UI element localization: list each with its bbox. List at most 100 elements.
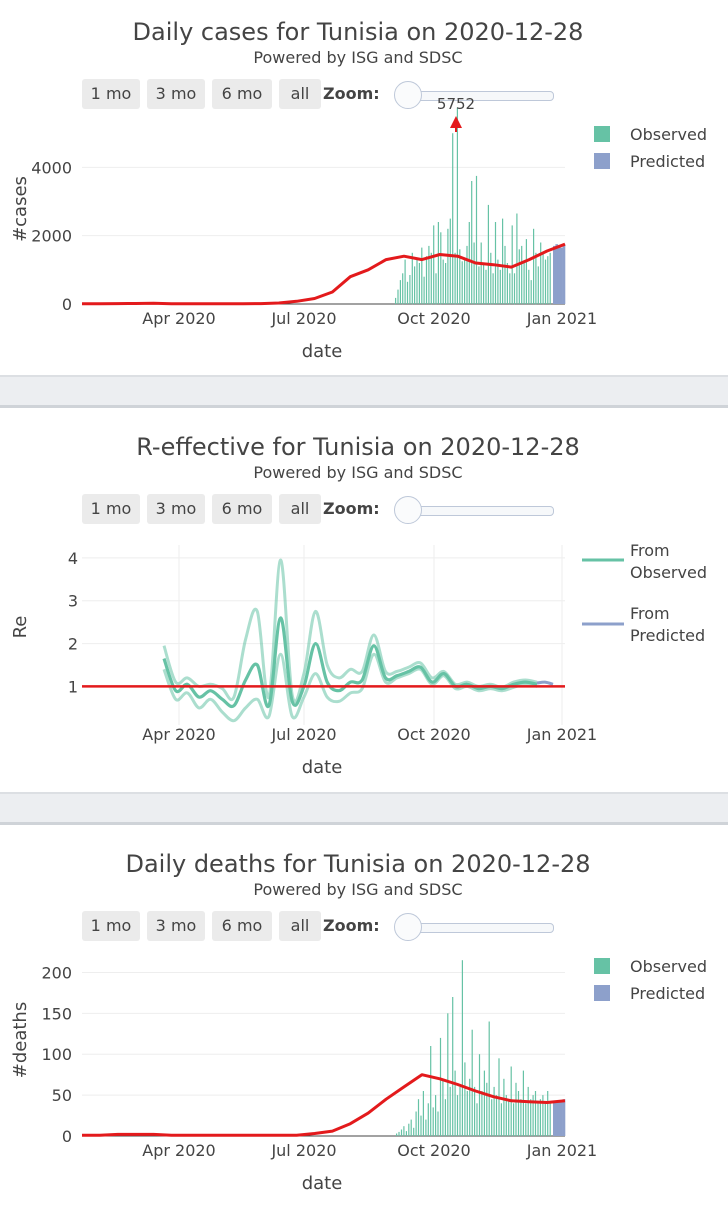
cases-zoom-label: Zoom: — [323, 84, 380, 103]
re-chart: 1 2 3 4 Apr 2020 Jul 2020 Oct 2020 Jan 2021 Fro… — [10, 541, 707, 778]
re-3mo-button[interactable]: 3 mo — [147, 494, 205, 524]
re-y-axis-label: Re — [10, 616, 31, 639]
panel-separator-1 — [0, 375, 728, 408]
deaths-observed-bar — [481, 1091, 483, 1136]
cases-observed-bar — [418, 263, 420, 304]
deaths-observed-bar — [491, 1099, 493, 1136]
re-chart-subtitle: Powered by ISG and SDSC — [253, 463, 463, 482]
deaths-trend-line — [82, 1073, 566, 1137]
cases-3mo-button[interactable]: 3 mo — [147, 79, 205, 109]
deaths-observed-bar — [539, 1099, 541, 1136]
x-tick-label: Jan 2021 — [526, 309, 597, 328]
cases-observed-bar — [421, 247, 423, 304]
deaths-zoom-slider-handle[interactable] — [394, 913, 422, 941]
cases-predicted-bar — [560, 247, 563, 304]
x-tick-label: Jan 2021 — [526, 725, 597, 744]
x-tick-label: Jan 2021 — [526, 1141, 597, 1160]
deaths-observed-bar — [422, 1091, 424, 1136]
deaths-observed-bar — [452, 997, 454, 1136]
re-observed-lower-line — [162, 652, 538, 723]
deaths-observed-bar — [403, 1126, 405, 1136]
cases-trend-line — [81, 242, 566, 306]
cases-observed-bar — [404, 259, 406, 304]
cases-observed-bar — [456, 107, 458, 304]
deaths-observed-bar — [430, 1046, 432, 1136]
cases-predicted-bar — [557, 245, 561, 304]
cases-observed-bar — [433, 225, 435, 304]
deaths-observed-bar — [425, 1119, 427, 1136]
cases-observed-bar — [492, 273, 494, 305]
cases-observed-bar — [399, 280, 401, 304]
cases-observed-bar — [435, 273, 437, 305]
cases-predicted-bar — [562, 244, 566, 304]
deaths-observed-bar — [413, 1127, 415, 1136]
cases-legend-predicted-label: Predicted — [630, 152, 705, 171]
re-y-tick-label: 3 — [68, 592, 78, 611]
cases-observed-bar — [499, 269, 501, 304]
deaths-y-tick-label: 100 — [41, 1045, 72, 1064]
deaths-predicted-bar — [560, 1102, 563, 1136]
deaths-observed-bar — [493, 1086, 495, 1136]
cases-observed-bar — [423, 276, 425, 304]
cases-observed-bar — [509, 273, 511, 305]
cases-observed-bar — [530, 280, 532, 304]
cases-observed-bar — [442, 259, 444, 304]
deaths-observed-bar — [398, 1131, 400, 1136]
deaths-1mo-button[interactable]: 1 mo — [82, 911, 140, 941]
cases-predicted-bar — [553, 245, 556, 304]
cases-observed-bar — [397, 289, 399, 304]
deaths-observed-bar — [474, 1086, 476, 1136]
cases-observed-bar — [497, 259, 499, 304]
re-1mo-button[interactable]: 1 mo — [82, 494, 140, 524]
cases-observed-bar — [466, 245, 468, 304]
x-tick-label: Jul 2020 — [270, 1141, 336, 1160]
re-all-button[interactable]: all — [279, 494, 321, 524]
deaths-all-button[interactable]: all — [279, 911, 321, 941]
re-legend-predicted-label: Predicted — [630, 626, 705, 645]
cases-observed-bar — [549, 252, 551, 305]
deaths-observed-bar — [522, 1070, 524, 1136]
cases-observed-bar — [428, 245, 430, 304]
deaths-y-tick-label: 50 — [52, 1086, 72, 1105]
deaths-observed-bar — [534, 1091, 537, 1136]
cases-observed-bar — [547, 256, 549, 304]
deaths-legend-observed-swatch — [594, 958, 610, 974]
deaths-y-tick-label: 150 — [41, 1004, 72, 1023]
cases-zoom-slider-handle[interactable] — [394, 81, 422, 109]
cases-observed-bar — [487, 204, 489, 304]
deaths-observed-bar — [488, 1021, 490, 1136]
cases-observed-bar — [521, 245, 523, 304]
cases-observed-bar — [452, 133, 454, 304]
cases-observed-bar — [473, 242, 475, 304]
deaths-predicted-bar — [562, 1099, 566, 1136]
deaths-observed-bar — [420, 1115, 422, 1136]
deaths-chart-title: Daily deaths for Tunisia on 2020-12-28 — [125, 850, 591, 878]
re-y-tick-label: 2 — [68, 635, 78, 654]
deaths-observed-bar — [486, 1082, 488, 1136]
x-tick-label: Oct 2020 — [397, 309, 470, 328]
re-zoom-slider-handle[interactable] — [394, 496, 422, 524]
deaths-observed-bar — [532, 1095, 534, 1136]
cases-observed-bar — [411, 252, 413, 305]
cases-observed-bar — [402, 273, 404, 305]
deaths-observed-bar — [405, 1131, 407, 1136]
re-6mo-button[interactable]: 6 mo — [212, 494, 272, 524]
cases-observed-bar — [449, 218, 451, 304]
x-tick-label: Oct 2020 — [397, 725, 470, 744]
cases-6mo-button[interactable]: 6 mo — [212, 79, 272, 109]
deaths-6mo-button[interactable]: 6 mo — [212, 911, 272, 941]
re-panel: R-effective for Tunisia on 2020-12-28 Po… — [0, 415, 728, 790]
cases-observed-bar — [430, 252, 432, 305]
deaths-observed-bar — [396, 1133, 398, 1136]
re-legend-predicted-label: From — [630, 604, 670, 623]
cases-observed-bar — [454, 252, 456, 305]
deaths-observed-bar — [527, 1086, 529, 1136]
deaths-legend-predicted-label: Predicted — [630, 984, 705, 1003]
cases-observed-bar — [416, 259, 418, 304]
deaths-observed-bar — [544, 1103, 546, 1136]
deaths-observed-bar — [437, 1111, 439, 1136]
deaths-3mo-button[interactable]: 3 mo — [147, 911, 205, 941]
cases-all-button[interactable]: all — [279, 79, 321, 109]
cases-1mo-button[interactable]: 1 mo — [82, 79, 140, 109]
deaths-y-tick-label: 0 — [62, 1127, 72, 1146]
